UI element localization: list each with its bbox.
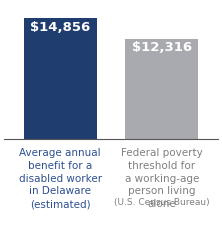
Text: $12,316: $12,316 bbox=[132, 41, 192, 54]
Text: $14,856: $14,856 bbox=[30, 21, 90, 34]
Bar bbox=[24, 18, 97, 139]
Text: (U.S. Census Bureau): (U.S. Census Bureau) bbox=[114, 198, 210, 207]
Text: Federal poverty
threshold for
a working-age
person living
alone: Federal poverty threshold for a working-… bbox=[121, 148, 203, 209]
Text: Average annual
benefit for a
disabled worker
in Delaware
(estimated): Average annual benefit for a disabled wo… bbox=[19, 148, 102, 209]
Bar bbox=[125, 39, 198, 139]
